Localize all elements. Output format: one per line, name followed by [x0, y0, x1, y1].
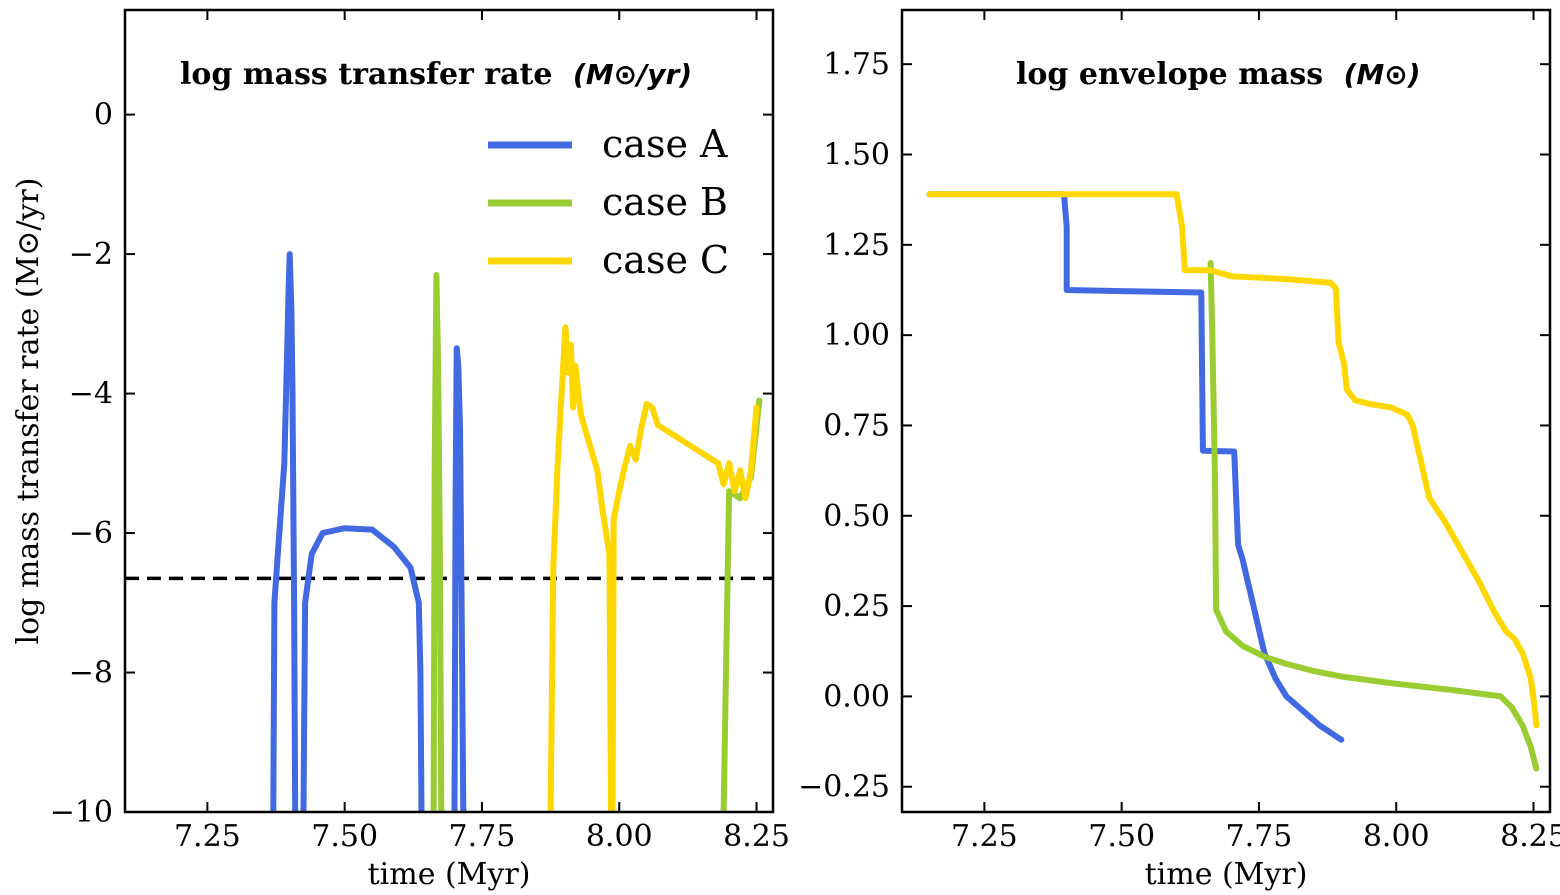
left-ylabel: log mass transfer rate (M⊙/yr) — [11, 177, 46, 644]
right-ytick-label: 0.00 — [823, 679, 890, 714]
right-xtick-label: 7.75 — [1226, 819, 1293, 854]
right-ytick-label: 1.00 — [823, 318, 890, 353]
left-title-bold: log mass transfer rate — [180, 57, 552, 92]
left-plot-frame — [123, 8, 775, 814]
right-ytick-label: 1.50 — [823, 138, 890, 173]
right-title-bold: log envelope mass — [1016, 57, 1323, 92]
right-series-case-b-seg-0 — [1207, 259, 1540, 772]
right-xtick-label: 7.25 — [951, 819, 1018, 854]
right-series-case-c-seg-0 — [926, 191, 1540, 729]
right-xtick-label: 8.25 — [1500, 819, 1560, 854]
left-panel: 7.25 7.50 7.75 8.00 8.25 0 −2 −4 −6 −8 −10 log mas… — [11, 8, 790, 892]
left-series-case-c-seg-0 — [547, 324, 614, 812]
left-ytick-label: −2 — [69, 237, 113, 272]
left-xtick-label: 8.00 — [586, 819, 653, 854]
left-xtick-label: 8.25 — [723, 819, 790, 854]
right-ytick-label: 0.50 — [823, 499, 890, 534]
right-title-unit: (M⊙) — [1344, 58, 1421, 91]
left-series-case-b-seg-0 — [430, 272, 445, 812]
left-ytick-label: −4 — [69, 377, 113, 412]
left-xtick-label: 7.75 — [449, 819, 516, 854]
left-title-unit: (M⊙/yr) — [573, 58, 692, 91]
right-ytick-label: 1.75 — [823, 47, 890, 82]
legend-label-case-b: case B — [602, 180, 728, 224]
right-plot-frame — [900, 8, 1552, 814]
left-series-case-c-seg-1 — [609, 401, 760, 812]
legend: case A case B case C — [488, 122, 729, 282]
left-ytick-label: −8 — [69, 656, 113, 691]
left-ytick-label: −6 — [69, 516, 113, 551]
left-ytick-label: −10 — [50, 795, 113, 830]
right-panel: 7.25 7.50 7.75 8.00 8.25 1.75 1.50 1.25 1.00 0.75… — [798, 8, 1560, 892]
left-xtick-label: 7.25 — [174, 819, 241, 854]
right-ytick-label: 0.25 — [823, 589, 890, 624]
right-ytick-label: −0.25 — [798, 770, 890, 805]
left-ytick-label: 0 — [94, 98, 113, 133]
left-xlabel: time (Myr) — [368, 857, 531, 892]
left-series-case-a-seg-1 — [300, 525, 425, 812]
legend-label-case-a: case A — [602, 122, 728, 166]
right-series-case-a-seg-0 — [926, 191, 1345, 743]
right-ytick-label: 0.75 — [823, 408, 890, 443]
left-series-case-a-seg-2 — [451, 345, 467, 812]
left-title: log mass transfer rate (M⊙/yr) — [180, 57, 692, 92]
right-xlabel: time (Myr) — [1145, 857, 1308, 892]
left-series-case-a-seg-0 — [270, 251, 299, 812]
legend-label-case-c: case C — [602, 238, 729, 282]
right-title: log envelope mass (M⊙) — [1016, 57, 1421, 92]
left-xtick-label: 7.50 — [311, 819, 378, 854]
right-xtick-label: 7.50 — [1088, 819, 1155, 854]
right-ytick-label: 1.25 — [823, 228, 890, 263]
right-xtick-label: 8.00 — [1363, 819, 1430, 854]
